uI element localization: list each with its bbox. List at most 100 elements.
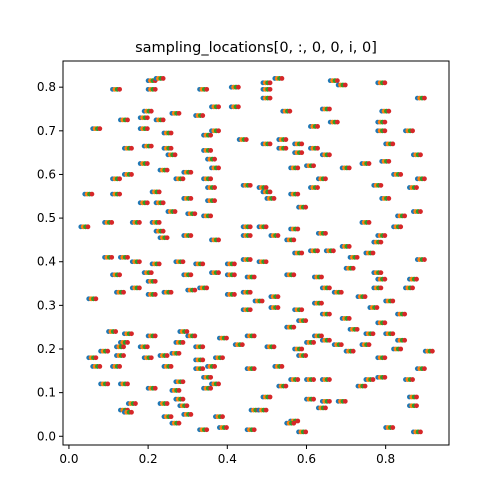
data-point <box>247 307 253 313</box>
data-point <box>378 270 384 276</box>
data-point <box>362 294 368 300</box>
data-point <box>232 261 237 267</box>
data-point <box>382 128 388 134</box>
data-point <box>216 128 221 134</box>
data-point <box>93 355 99 361</box>
data-point <box>172 152 178 158</box>
data-point <box>85 224 91 230</box>
data-point <box>414 403 419 409</box>
data-point <box>224 335 229 341</box>
data-point <box>263 259 269 265</box>
data-point <box>283 383 289 389</box>
data-point <box>303 318 309 324</box>
data-point <box>299 141 305 147</box>
data-point <box>429 348 435 354</box>
data-point <box>370 377 376 382</box>
data-point <box>418 209 423 214</box>
data-point <box>334 78 340 84</box>
data-point <box>327 377 332 382</box>
data-point <box>327 106 332 112</box>
y-tick-label: 0.3 <box>37 298 56 312</box>
data-point <box>137 285 142 291</box>
data-point <box>315 248 320 254</box>
data-point <box>390 141 396 147</box>
data-point <box>152 385 158 391</box>
data-point <box>291 272 297 278</box>
data-point <box>188 412 194 417</box>
data-point <box>192 287 198 293</box>
data-point <box>180 259 186 265</box>
data-point <box>390 425 396 430</box>
data-point <box>370 250 376 256</box>
data-point <box>220 414 225 420</box>
data-point <box>410 285 415 291</box>
data-point <box>327 337 332 343</box>
data-point <box>275 233 281 238</box>
data-point <box>204 427 210 433</box>
data-point <box>346 244 352 249</box>
data-point <box>125 381 130 387</box>
data-point <box>263 407 269 413</box>
data-point <box>414 394 419 400</box>
data-point <box>247 289 253 295</box>
data-point <box>299 307 305 313</box>
x-tick-label: 0.8 <box>376 452 395 466</box>
data-point <box>168 145 174 151</box>
data-point <box>105 348 111 354</box>
data-point <box>251 427 257 433</box>
data-point <box>362 383 368 389</box>
data-point <box>279 76 285 81</box>
data-point <box>188 233 194 238</box>
data-point <box>263 185 269 190</box>
data-point <box>152 278 158 284</box>
data-point <box>287 108 293 114</box>
data-point <box>117 272 123 278</box>
data-point <box>180 396 186 402</box>
data-point <box>164 235 170 241</box>
data-point <box>208 132 214 138</box>
data-point <box>382 233 388 238</box>
data-point <box>319 333 324 339</box>
data-point <box>144 126 150 132</box>
data-point <box>398 346 404 352</box>
data-point <box>251 333 257 339</box>
data-point <box>164 167 170 173</box>
data-point <box>267 95 273 101</box>
data-point <box>398 224 404 230</box>
data-point <box>89 191 95 197</box>
data-point <box>208 213 214 219</box>
data-point <box>327 152 332 158</box>
data-point <box>117 364 123 369</box>
data-point <box>402 213 408 219</box>
data-point <box>311 163 316 169</box>
data-point <box>342 82 348 88</box>
data-point <box>176 420 182 426</box>
data-point <box>366 342 372 348</box>
data-point <box>267 80 273 86</box>
data-point <box>235 84 241 90</box>
data-point <box>129 145 134 151</box>
data-point <box>386 196 392 201</box>
data-point <box>144 200 150 206</box>
data-point <box>109 220 115 225</box>
data-point <box>299 250 305 256</box>
data-point <box>168 130 174 136</box>
y-tick-label: 0.1 <box>37 386 56 400</box>
data-point <box>311 377 316 382</box>
y-tick-label: 0.5 <box>37 211 56 225</box>
data-point <box>303 429 309 435</box>
data-point <box>315 124 320 129</box>
data-point <box>164 353 170 358</box>
data-point <box>137 220 142 225</box>
data-point <box>168 289 174 295</box>
data-point <box>148 270 154 276</box>
data-point <box>390 331 396 337</box>
data-point <box>303 353 309 358</box>
data-point <box>176 350 182 356</box>
data-point <box>216 237 221 243</box>
data-point <box>350 348 356 354</box>
data-point <box>129 172 134 177</box>
data-point <box>184 403 190 409</box>
data-point <box>121 289 126 295</box>
data-point <box>311 396 316 402</box>
